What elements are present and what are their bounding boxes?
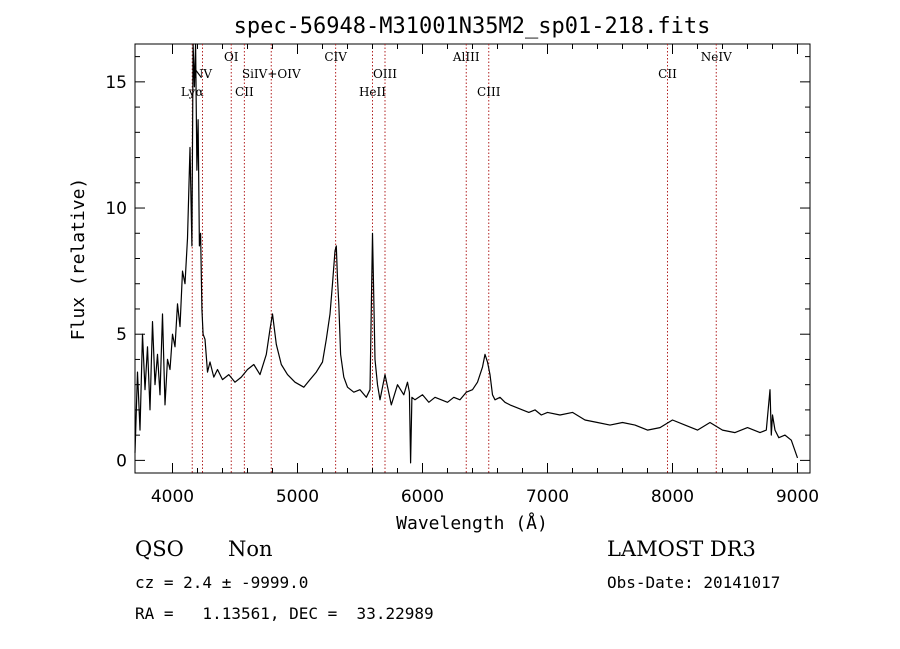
object-subclass: Non [228, 537, 273, 561]
y-tick-label: 15 [105, 73, 127, 93]
object-class: QSO [135, 537, 184, 561]
emission-line-label: OIII [373, 67, 397, 81]
emission-line-label: OI [224, 50, 239, 64]
y-axis-label: Flux (relative) [68, 178, 89, 341]
x-tick-label: 8000 [651, 487, 694, 507]
survey-name: LAMOST DR3 [607, 537, 756, 561]
obs-date-text: Obs-Date: 20141017 [607, 573, 781, 592]
redshift-text: cz = 2.4 ± -9999.0 [135, 573, 309, 592]
x-tick-label: 4000 [151, 487, 194, 507]
y-tick-label: 0 [116, 451, 127, 471]
chart-title: spec-56948-M31001N35M2_sp01-218.fits [234, 14, 711, 39]
emission-line-label: CII [658, 67, 677, 81]
x-tick-label: 6000 [401, 487, 444, 507]
spectrum-series-line [134, 43, 799, 464]
emission-line-label: NeIV [701, 50, 732, 64]
plot-frame [134, 43, 811, 474]
emission-line-label: SiIV+OIV [242, 67, 301, 81]
emission-line-label: CII [235, 85, 254, 99]
emission-line-label: CIII [477, 85, 501, 99]
x-tick-labels: 4000 5000 6000 7000 8000 9000 [151, 487, 819, 507]
emission-line-label: NV [193, 67, 213, 81]
emission-line-labels: LyαNVOICIISiIV+OIVCIVHeIIOIIIAlIIICIIICI… [181, 50, 732, 99]
axis-ticks [135, 44, 810, 473]
emission-line-markers [191, 44, 717, 473]
y-tick-label: 10 [105, 199, 127, 219]
x-tick-label: 9000 [776, 487, 819, 507]
x-tick-label: 7000 [526, 487, 569, 507]
emission-line-label: HeII [359, 85, 386, 99]
coordinates-text: RA = 1.13561, DEC = 33.22989 [135, 604, 434, 623]
y-tick-label: 5 [116, 325, 127, 345]
emission-line-label: CIV [324, 50, 347, 64]
emission-line-label: AlIII [452, 50, 480, 64]
x-tick-label: 5000 [276, 487, 319, 507]
y-tick-labels: 0 5 10 15 [105, 73, 127, 472]
x-axis-label: Wavelength (Å) [396, 512, 548, 534]
